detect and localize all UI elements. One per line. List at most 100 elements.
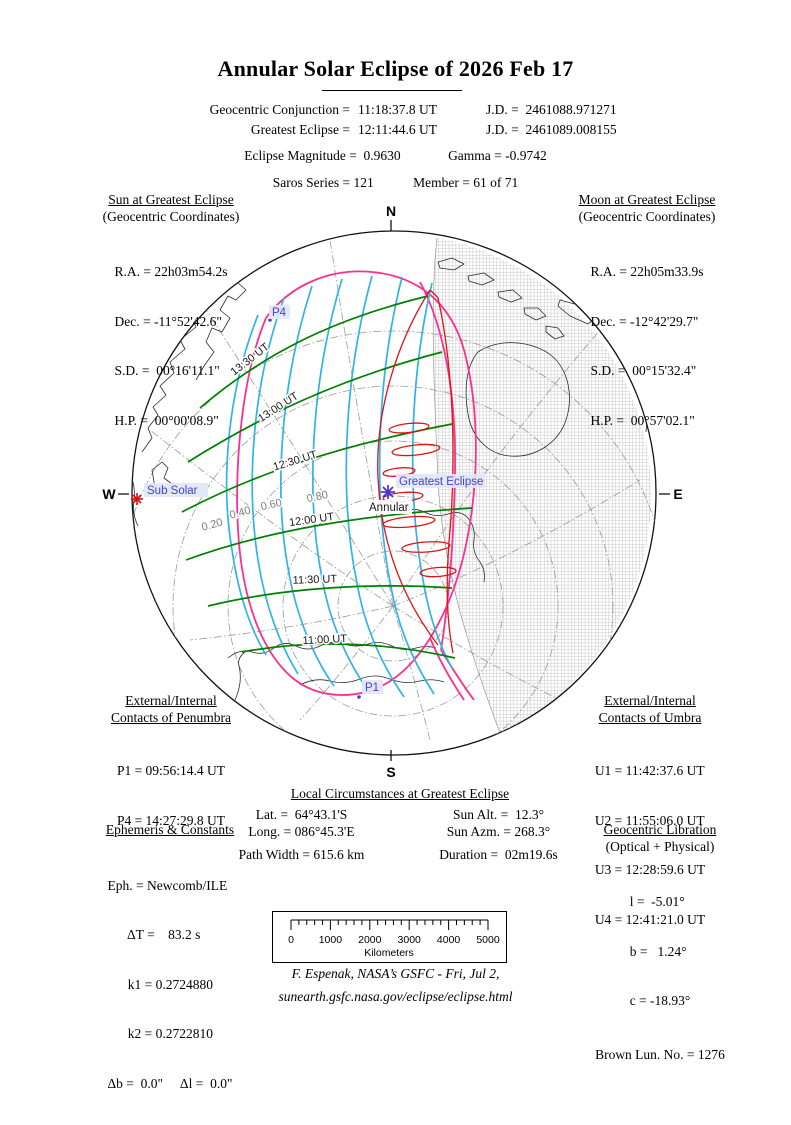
scale-unit-label: Kilometers: [364, 947, 414, 959]
greatest-eclipse-row: Greatest Eclipse = 12:11:44.6 UT J.D. = …: [115, 120, 676, 140]
credit-line: F. Espenak, NASA’s GSFC - Fri, Jul 2,: [291, 966, 500, 981]
sun-coordinates-box: Sun at Greatest Eclipse (Geocentric Coor…: [62, 192, 280, 462]
credit-url: sunearth.gsfc.nasa.gov/eclipse/eclipse.h…: [278, 989, 513, 1004]
penumbra-box-title1: External/Internal: [125, 693, 217, 708]
local-long: Long. = 086°45.3'E: [248, 824, 355, 839]
local-sun-azm: Sun Azm. = 268.3°: [446, 824, 551, 839]
sub-solar-marker: [131, 493, 143, 505]
distance-scale-bar: 0 1000 2000 3000 4000 5000 Kilometers: [272, 911, 507, 963]
compass-south-label: S: [386, 764, 395, 780]
p1-label-bg: [362, 680, 383, 694]
compass-west-label: W: [102, 486, 116, 502]
brown-lunation-number: Brown Lun. No. = 1276: [595, 1046, 725, 1062]
conjunction-label: Geocentric Conjunction =: [209, 102, 350, 117]
sun-box-title: Sun at Greatest Eclipse: [108, 192, 234, 207]
penumbra-box-title2: Contacts of Penumbra: [111, 709, 231, 725]
compass-east-label: E: [673, 486, 682, 502]
scale-ruler: [290, 919, 489, 930]
conjunction-row: Geocentric Conjunction = 11:18:37.8 UT J…: [115, 100, 676, 120]
moon-sd: S.D. = 00°15'32.4": [590, 363, 697, 378]
p4-label: P4: [272, 307, 287, 319]
scale-tick-4000: 4000: [437, 934, 461, 946]
local-duration: Duration = 02m19.6s: [439, 847, 558, 862]
title-underline: [322, 90, 462, 91]
contact-p1: P1 = 09:56:14.4 UT: [116, 763, 226, 778]
libration-box-title: Geocentric Libration: [603, 822, 717, 837]
time-label-1130: 11:30 UT: [292, 573, 337, 587]
sun-sd: S.D. = 00°16'11.1": [114, 363, 220, 378]
local-path-width: Path Width = 615.6 km: [238, 847, 365, 862]
scale-tick-5000: 5000: [476, 934, 500, 946]
jd1-value: J.D. = 2461088.971271: [486, 102, 617, 117]
conjunction-value: 11:18:37.8 UT: [358, 102, 437, 117]
contact-u3: U3 = 12:28:59.6 UT: [594, 862, 706, 877]
ephemeris-k1: k1 = 0.2724880: [107, 976, 213, 992]
umbra-box-title2: Contacts of Umbra: [598, 709, 702, 725]
local-sun-alt: Sun Alt. = 12.3°: [452, 807, 545, 822]
p1-point: [357, 695, 361, 699]
graticule: [132, 239, 656, 755]
page-title: Annular Solar Eclipse of 2026 Feb 17: [217, 56, 574, 81]
umbra-box-title1: External/Internal: [604, 693, 696, 708]
moon-dec: Dec. = -12°42'29.7": [590, 313, 699, 329]
libration-l: l = -5.01°: [629, 894, 685, 909]
ephemeris-db-dl: Δb = 0.0" Δl = 0.0": [107, 1075, 233, 1091]
eclipse-figure-page: { "title": "Annular Solar Eclipse of 202…: [0, 56, 791, 1091]
header-stats: Geocentric Conjunction = 11:18:37.8 UT J…: [0, 100, 791, 140]
magnitude-contours: [225, 275, 453, 698]
contact-u1: U1 = 11:42:37.6 UT: [594, 763, 705, 778]
ephemeris-eph: Eph. = Newcomb/ILE: [107, 877, 228, 893]
umbra-contacts-box: External/Internal Contacts of Umbra U1 =…: [540, 693, 760, 961]
ephemeris-box-title: Ephemeris & Constants: [105, 822, 235, 837]
time-label-1100: 11:00 UT: [302, 633, 347, 647]
saros-member: Member = 61 of 71: [413, 175, 519, 190]
sub-solar-label: Sub Solar: [147, 485, 198, 497]
sun-box-subtitle: (Geocentric Coordinates): [102, 208, 240, 224]
eclipse-map: N S W E Sub Solar Greatest Eclipse Annul…: [102, 203, 682, 780]
greatest-eclipse-label-bg: [396, 474, 485, 488]
annular-label-bg: [367, 500, 412, 514]
greatest-eclipse-label: Greatest Eclipse: [399, 476, 483, 488]
libration-box-subtitle: (Optical + Physical): [605, 838, 715, 854]
p4-label-bg: [269, 305, 290, 319]
ephemeris-delta-t: ΔT = 83.2 s: [107, 927, 201, 942]
moon-ra: R.A. = 22h05m33.9s: [590, 264, 704, 279]
libration-box: Geocentric Libration (Optical + Physical…: [552, 822, 768, 1063]
compass: N S W E: [102, 203, 682, 780]
greatest-eclipse-time-label: Greatest Eclipse =: [250, 122, 350, 137]
eclipse-magnitude: Eclipse Magnitude = 0.9630: [244, 148, 401, 163]
p1-label: P1: [365, 682, 379, 694]
local-lat: Lat. = 64°43.1'S: [255, 807, 348, 822]
annular-path: [377, 289, 457, 654]
penumbra-contacts-box: External/Internal Contacts of Penumbra P…: [62, 693, 280, 862]
sun-hp: H.P. = 00°00'08.9": [114, 412, 219, 428]
saros-member-row: Saros Series = 121 Member = 61 of 71: [0, 175, 791, 191]
contact-u2: U2 = 11:55:06.0 UT: [594, 812, 705, 828]
greatest-eclipse-time-value: 12:11:44.6 UT: [358, 122, 437, 137]
greatest-eclipse-marker: [381, 485, 395, 499]
libration-c: c = -18.93°: [629, 993, 691, 1008]
night-shading: [433, 231, 656, 733]
local-box-title: Local Circumstances at Greatest Eclipse: [290, 786, 510, 801]
contact-u4: U4 = 12:41:21.0 UT: [594, 911, 706, 927]
sub-solar-label-bg: [144, 483, 208, 497]
annular-label: Annular: [369, 502, 409, 514]
ephemeris-k2: k2 = 0.2722810: [107, 1026, 213, 1041]
scale-tick-1000: 1000: [319, 934, 343, 946]
moon-coordinates-box: Moon at Greatest Eclipse (Geocentric Coo…: [531, 192, 763, 462]
compass-north-label: N: [386, 203, 396, 219]
local-circumstances-box: Local Circumstances at Greatest Eclipse …: [216, 786, 584, 863]
sun-ra: R.A. = 22h03m54.2s: [114, 264, 228, 279]
contact-p4: P4 = 14:27:29.8 UT: [116, 812, 226, 828]
moon-hp: H.P. = 00°57'02.1": [590, 412, 695, 428]
libration-b: b = 1.24°: [629, 943, 687, 959]
saros-series: Saros Series = 121: [272, 175, 374, 190]
sun-dec: Dec. = -11°52'42.6": [114, 313, 222, 329]
scale-tick-0: 0: [288, 934, 294, 946]
jd2-value: J.D. = 2461089.008155: [486, 122, 617, 137]
scale-tick-3000: 3000: [398, 934, 422, 946]
moon-box-title: Moon at Greatest Eclipse: [578, 192, 716, 207]
scale-tick-2000: 2000: [358, 934, 382, 946]
gamma: Gamma = -0.9742: [448, 148, 547, 163]
p4-point: [268, 318, 272, 322]
